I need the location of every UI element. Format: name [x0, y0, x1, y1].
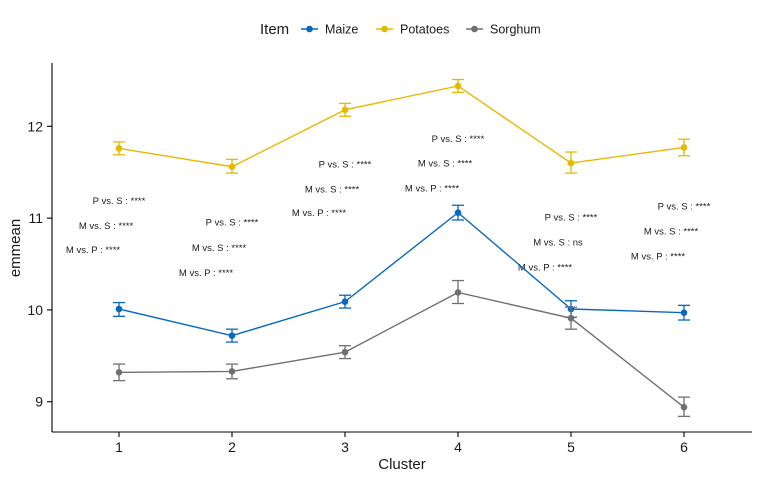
- y-axis-title: emmean: [7, 219, 24, 277]
- series-line: [118, 291, 685, 408]
- legend-label: Sorghum: [490, 23, 541, 37]
- x-tick-label: 4: [454, 439, 462, 455]
- data-point: [228, 332, 236, 339]
- annotation-label: M vs. P : ****: [518, 262, 573, 273]
- y-tick-label: 11: [28, 210, 43, 226]
- series-potatoes: [113, 78, 690, 174]
- series-layer: [113, 78, 690, 418]
- annotation-label: P vs. S : ****: [432, 134, 485, 145]
- x-ticks: 1 2 3 4 5 6: [115, 432, 688, 455]
- data-point: [115, 145, 123, 152]
- x-tick-label: 1: [115, 439, 123, 455]
- data-point: [341, 348, 349, 356]
- annotation-label: M vs. S : ****: [192, 243, 247, 254]
- annotation-label: M vs. P : ****: [179, 268, 234, 279]
- legend-key-point: [471, 25, 478, 33]
- data-point: [115, 305, 123, 313]
- y-tick-label: 9: [35, 394, 43, 410]
- data-point: [567, 159, 575, 167]
- annotation-label: M vs. S : ns: [533, 237, 583, 248]
- x-tick-label: 6: [680, 439, 688, 455]
- annotation-label: M vs. P : ****: [292, 208, 347, 219]
- annotation-label: M vs. P : ****: [405, 183, 460, 194]
- data-point: [680, 144, 688, 151]
- annotation-label: P vs. S : ****: [93, 196, 146, 207]
- annotation-label: P vs. S : ****: [319, 159, 372, 170]
- legend-item-sorghum: Sorghum: [466, 23, 541, 37]
- legend-label: Potatoes: [400, 23, 449, 37]
- x-tick-label: 5: [567, 439, 575, 455]
- data-point: [680, 309, 688, 316]
- annotation-label: P vs. S : ****: [658, 202, 711, 213]
- data-point: [567, 314, 575, 322]
- data-point: [341, 298, 349, 305]
- series-maize: [113, 204, 690, 343]
- data-point: [454, 289, 462, 296]
- y-tick-label: 10: [27, 302, 43, 318]
- data-point: [228, 368, 236, 375]
- data-point: [341, 106, 349, 114]
- x-axis-title: Cluster: [378, 456, 426, 473]
- data-point: [680, 403, 688, 411]
- x-tick-label: 2: [228, 439, 236, 455]
- annotation-label: M vs. S : ****: [418, 159, 473, 170]
- annotation-label: P vs. S : ****: [206, 217, 259, 228]
- annotation-label: M vs. S : ****: [644, 226, 699, 237]
- legend: Item Maize Potatoes Sorghum: [260, 21, 541, 38]
- y-tick-label: 12: [27, 118, 43, 134]
- series-line: [118, 85, 685, 168]
- legend-items: Maize Potatoes Sorghum: [301, 23, 541, 37]
- data-point: [228, 163, 236, 171]
- series-line: [118, 211, 685, 337]
- legend-key-point: [381, 25, 388, 33]
- y-ticks: 9 10 11 12: [27, 118, 52, 410]
- x-tick-label: 3: [341, 439, 349, 455]
- annotation-label: M vs. P : ****: [66, 245, 121, 256]
- data-point: [454, 82, 462, 90]
- legend-title: Item: [260, 21, 289, 38]
- data-point: [115, 369, 123, 376]
- annotation-label: M vs. S : ****: [305, 184, 360, 195]
- annotation-label: M vs. P : ****: [631, 251, 686, 262]
- legend-item-potatoes: Potatoes: [376, 23, 449, 37]
- data-point: [454, 209, 462, 216]
- annotation-label: M vs. S : ****: [79, 221, 134, 232]
- annotations: P vs. S : **** M vs. S : **** M vs. P : **…: [66, 134, 711, 279]
- legend-label: Maize: [325, 23, 358, 37]
- legend-item-maize: Maize: [301, 23, 358, 37]
- series-sorghum: [113, 279, 690, 418]
- legend-key-point: [306, 25, 313, 33]
- annotation-label: P vs. S : ****: [545, 213, 598, 224]
